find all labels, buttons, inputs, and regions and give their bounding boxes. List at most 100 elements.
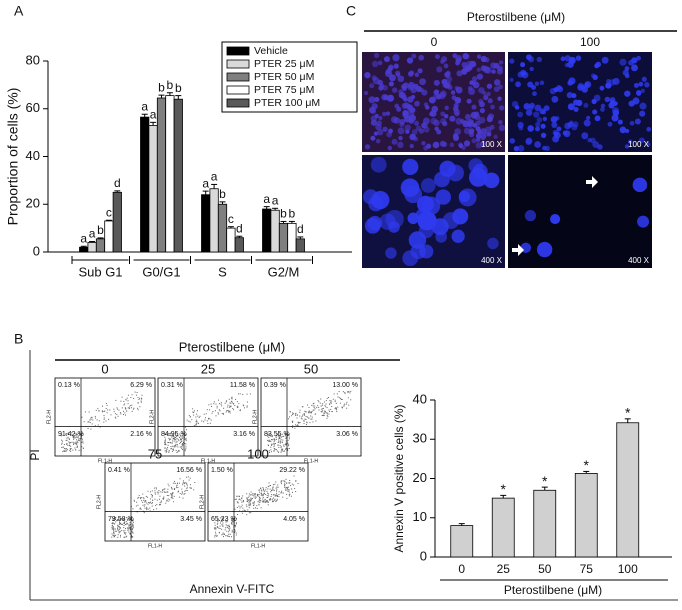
event-dot	[214, 410, 216, 412]
event-dot	[257, 494, 259, 496]
plot-x-axis: FL1-H	[304, 458, 318, 464]
event-dot	[239, 510, 241, 512]
event-dot	[112, 522, 114, 524]
event-dot	[229, 410, 231, 412]
nucleus	[641, 76, 647, 82]
event-dot	[182, 444, 184, 446]
event-dot	[289, 479, 291, 481]
event-dot	[239, 410, 241, 412]
nucleus	[523, 103, 531, 110]
event-dot	[170, 442, 172, 444]
nucleus	[536, 241, 553, 258]
plot-x-axis: FL1-H	[98, 458, 112, 464]
event-dot	[172, 440, 174, 442]
event-dot	[262, 494, 264, 496]
event-dot	[238, 495, 240, 497]
event-dot	[228, 526, 230, 528]
event-dot	[231, 520, 233, 522]
event-dot	[182, 443, 184, 445]
event-dot	[170, 432, 172, 434]
event-dot	[323, 415, 325, 417]
event-dot	[97, 408, 99, 410]
nucleus	[442, 82, 448, 88]
event-dot	[126, 397, 128, 399]
event-dot	[220, 520, 222, 522]
event-dot	[234, 528, 236, 530]
nucleus	[480, 140, 487, 147]
event-dot	[294, 488, 296, 490]
nucleus	[421, 141, 426, 146]
nucleus	[563, 130, 571, 138]
event-dot	[228, 533, 230, 535]
event-dot	[98, 420, 100, 422]
event-dot	[277, 433, 279, 435]
event-dot	[279, 437, 281, 439]
event-dot	[270, 496, 272, 498]
event-dot	[270, 491, 272, 493]
event-dot	[250, 498, 252, 500]
event-dot	[266, 497, 268, 499]
event-dot	[275, 490, 277, 492]
event-dot	[111, 528, 113, 530]
nucleus	[456, 70, 463, 77]
event-dot	[185, 482, 187, 484]
event-dot	[286, 487, 288, 489]
event-dot	[164, 444, 166, 446]
event-dot	[103, 415, 105, 417]
event-dot	[281, 490, 283, 492]
event-dot	[82, 442, 84, 444]
event-dot	[129, 533, 131, 535]
nucleus	[364, 217, 381, 234]
event-dot	[303, 419, 305, 421]
event-dot	[173, 449, 175, 451]
nucleus	[634, 118, 641, 125]
event-dot	[273, 447, 275, 449]
event-dot	[188, 479, 190, 481]
event-dot	[322, 407, 324, 409]
event-dot	[168, 441, 170, 443]
event-dot	[114, 523, 116, 525]
event-dot	[162, 498, 164, 500]
event-dot	[66, 443, 68, 445]
nucleus	[612, 109, 620, 117]
event-dot	[260, 488, 262, 490]
bar-letter: a	[211, 170, 218, 184]
event-dot	[135, 505, 137, 507]
event-dot	[75, 441, 77, 443]
event-dot	[214, 522, 216, 524]
event-dot	[127, 403, 129, 405]
event-dot	[115, 399, 117, 401]
nucleus	[411, 53, 417, 59]
event-dot	[124, 414, 126, 416]
event-dot	[255, 507, 257, 509]
event-dot	[217, 520, 219, 522]
event-dot	[267, 450, 269, 452]
nucleus	[491, 69, 496, 74]
quadrant-ur: 29.22 %	[279, 467, 305, 474]
nucleus	[527, 125, 534, 132]
event-dot	[275, 449, 277, 451]
event-dot	[243, 405, 245, 407]
nucleus	[444, 105, 449, 111]
event-dot	[107, 409, 109, 411]
event-dot	[229, 527, 231, 529]
event-dot	[79, 433, 81, 435]
event-dot	[151, 502, 153, 504]
nucleus	[398, 135, 403, 141]
event-dot	[117, 415, 119, 417]
event-dot	[168, 433, 170, 435]
bar-letter: d	[114, 176, 121, 190]
event-dot	[61, 433, 63, 435]
event-dot	[78, 440, 80, 442]
event-dot	[87, 421, 89, 423]
event-dot	[289, 416, 291, 418]
event-dot	[218, 531, 220, 533]
event-dot	[112, 526, 114, 528]
event-dot	[283, 450, 285, 452]
event-dot	[301, 406, 303, 408]
event-dot	[117, 534, 119, 536]
column-label: 0	[431, 35, 438, 49]
event-dot	[163, 497, 165, 499]
nucleus	[451, 95, 457, 101]
